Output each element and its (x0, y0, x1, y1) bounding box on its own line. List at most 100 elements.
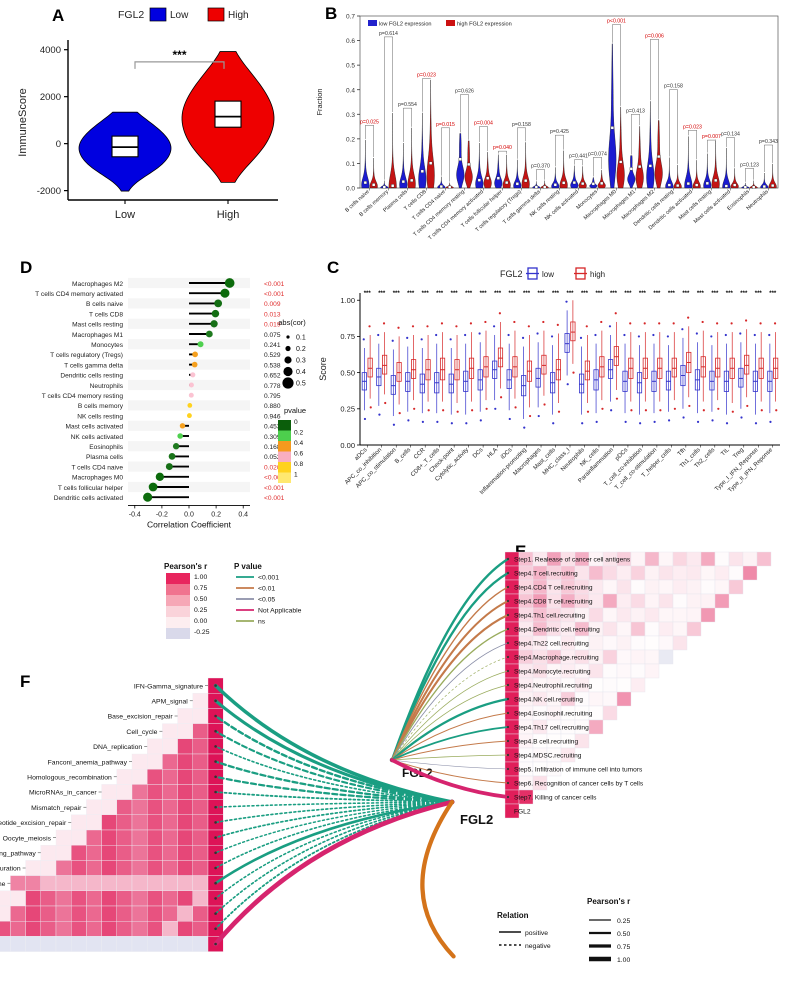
boxplot-outlier (565, 300, 568, 303)
connector-endpoint (214, 684, 217, 687)
lollipop-dot (148, 482, 158, 492)
legend-relation-rwidth: Relation positive negative Pearson's r 0.25 0… (495, 880, 725, 980)
boxplot-outlier (406, 336, 409, 339)
heatmap-row-label: Step4.Neutrophil.recruiting (514, 683, 592, 690)
median-marker (410, 178, 414, 182)
violin (502, 154, 511, 189)
heatmap-cell (162, 814, 178, 831)
boxplot-outlier (478, 332, 481, 335)
heatmap-row-label: Step7. Killing of cancer cells (514, 795, 597, 802)
heatmap-cell (658, 579, 674, 595)
boxplot-outlier (667, 419, 671, 422)
heatmap-cell (616, 607, 632, 623)
heatmap-cell (192, 905, 209, 922)
heatmap-cell (146, 875, 163, 892)
lollipop-pvalue: 0.880 (264, 403, 281, 410)
significance-stars: *** (451, 291, 459, 297)
heatmap-cell (658, 635, 674, 651)
median-marker (562, 181, 566, 185)
pvalue-label: p=0.158 (664, 84, 683, 90)
significance-stars: *** (509, 291, 517, 297)
connector-endpoint (506, 781, 510, 785)
y-axis-title: Score (318, 357, 328, 381)
heatmap-cell (504, 803, 520, 819)
x-tick-label: 0.2 (211, 511, 221, 518)
y-tick-label: 0 (56, 139, 61, 150)
violin (711, 140, 720, 189)
boxplot-box (541, 354, 547, 375)
heatmap-cell (602, 593, 618, 609)
heatmap-cell (177, 799, 194, 816)
pvalue-bracket (517, 127, 526, 159)
size-legend-dot (282, 377, 294, 389)
pvalue-bracket (726, 137, 735, 168)
pvalue-legend-title: P value (234, 562, 262, 571)
heatmap-cell (146, 829, 163, 846)
boxplot-box (396, 362, 402, 382)
heatmap-cell (116, 844, 133, 861)
heatmap-cell (630, 621, 646, 637)
significance-stars: *** (682, 291, 690, 297)
heatmap-cell (70, 829, 87, 846)
boxplot-outlier (681, 328, 684, 331)
heatmap-cell (686, 621, 702, 637)
significance-stars: *** (697, 291, 705, 297)
heatmap-cell (192, 921, 209, 937)
boxplot-outlier (552, 422, 555, 425)
heatmap-cell (162, 875, 178, 892)
boxplot-box (570, 321, 576, 342)
heatmap-cell (672, 635, 688, 651)
boxplot-box (584, 360, 590, 381)
significance-stars: *** (378, 291, 386, 297)
heatmap-row-label: Step4.Th1 cell.recruiting (514, 613, 585, 620)
heatmap-cell (116, 768, 133, 785)
lollipop-dot (214, 299, 223, 308)
boxplot-outlier (566, 383, 569, 386)
violin (616, 106, 625, 189)
significance-stars: *** (639, 291, 647, 297)
heatmap-cell (714, 593, 730, 609)
lollipop-dot (211, 309, 220, 318)
connector-endpoint (506, 753, 510, 757)
lollipop-pvalue: 0.020 (264, 464, 281, 471)
connector-endpoint (506, 599, 510, 603)
lollipop-dot (192, 351, 198, 358)
connector-line (390, 613, 510, 762)
panel-c: FGL2 low high 0.00 0.25 0.50 0.75 1.00 Score *** a… (300, 255, 790, 545)
y-tick-label: 0.50 (340, 368, 355, 377)
heatmap-cell (686, 565, 702, 581)
pearson-legend-tick: 0.25 (194, 607, 207, 614)
size-legend-dot (286, 335, 290, 339)
y-tick-label: 0.6 (346, 38, 355, 45)
connector-endpoint (506, 683, 510, 687)
rwidth-legend-label: 0.25 (617, 918, 630, 925)
heatmap-cell (146, 905, 163, 922)
violin (703, 153, 712, 189)
lollipop-row-label: T cells gamma delta (64, 362, 123, 369)
boxplot-outlier (377, 333, 380, 337)
boxplot-outlier (537, 414, 540, 418)
boxplot-outlier (614, 312, 617, 315)
lollipop-row-label: Dendritic cells resting (60, 373, 123, 380)
x-tick-label: -0.4 (129, 511, 141, 518)
connector-endpoint (214, 699, 217, 703)
heatmap-cell (672, 621, 688, 637)
lollipop-row-label: Plasma cells (86, 454, 124, 461)
pvalue-label: p=0.441 (569, 154, 588, 160)
connector-line (214, 801, 453, 854)
x-tick-label: Low (115, 209, 135, 221)
pearson-legend-tick: 0.00 (194, 618, 207, 625)
heatmap-row-label: Step4.MDSC.recruiting (514, 753, 582, 760)
heatmap-cell (70, 921, 87, 937)
lollipop-dot (224, 278, 235, 288)
y-tick-label: 0.1 (346, 161, 355, 168)
heatmap-cell (116, 921, 133, 937)
heatmap-cell (70, 875, 87, 892)
heatmap-cell (672, 607, 688, 623)
heatmap-cell (630, 663, 646, 679)
heatmap-cell (146, 844, 163, 861)
legend-swatch-low (149, 7, 167, 22)
heatmap-cell (588, 635, 604, 651)
heatmap-cell (162, 829, 178, 846)
violin (722, 147, 731, 189)
